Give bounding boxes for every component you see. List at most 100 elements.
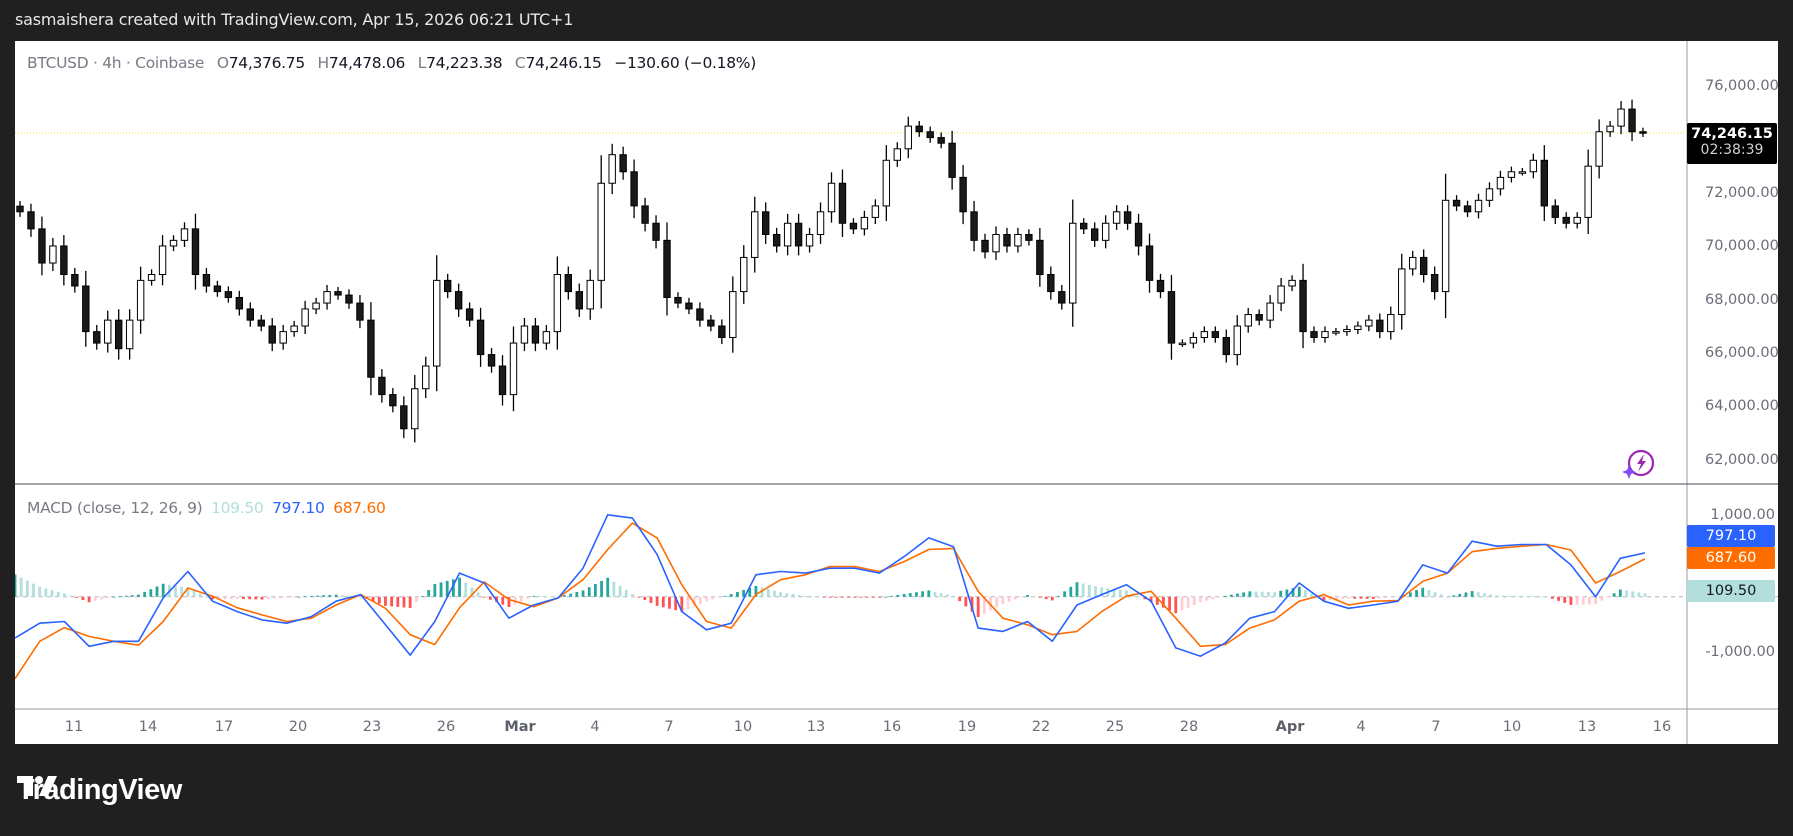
histogram-bar (1094, 586, 1097, 597)
candle-up-body (301, 308, 309, 327)
histogram-bar (643, 596, 647, 600)
chart-canvas[interactable] (15, 41, 1778, 744)
candle-up-body (860, 216, 869, 230)
histogram-bar (248, 596, 252, 600)
candle-up-body (1288, 279, 1296, 287)
histogram-bar (1538, 596, 1542, 598)
histogram-bar (1236, 593, 1239, 597)
candle-down-body (487, 354, 496, 367)
candle-down-body (1058, 291, 1066, 304)
histogram-bar (211, 596, 214, 600)
histogram-bar (272, 596, 276, 599)
histogram-bar (1137, 596, 1141, 598)
histogram-bar (563, 595, 566, 597)
candle (1101, 215, 1110, 249)
candle-down-body (641, 205, 649, 224)
candle-down-body (1639, 131, 1647, 134)
candle-up-body (1573, 216, 1581, 224)
time-tick-label: 28 (1179, 719, 1199, 735)
histogram-bar (1544, 596, 1548, 598)
histogram-bar (575, 592, 579, 597)
candle-up-body (1354, 325, 1362, 330)
candle (729, 276, 737, 353)
change-value: −130.60 (−0.18%) (614, 54, 756, 72)
candle-up-body (827, 182, 836, 213)
candle (1112, 205, 1121, 230)
histogram-bar (1112, 588, 1116, 597)
macd-title[interactable]: MACD (close, 12, 26, 9) (27, 499, 203, 517)
candle-down-body (246, 308, 254, 321)
candle-down-body (630, 171, 638, 207)
histogram-bar (970, 596, 974, 612)
histogram-bar (803, 595, 807, 597)
histogram-bar (93, 596, 97, 601)
histogram-bar (458, 577, 461, 597)
candle (959, 165, 967, 225)
histogram-bar (532, 595, 536, 597)
histogram-bar (1211, 596, 1215, 600)
candle-up-body (1069, 222, 1077, 304)
histogram-bar (15, 574, 17, 597)
symbol-legend: BTCUSD · 4h · Coinbase O74,376.75 H74,47… (27, 54, 756, 72)
candle (827, 172, 836, 223)
candle (1123, 205, 1132, 230)
histogram-bar (50, 590, 54, 597)
histogram-bar (1186, 596, 1190, 608)
candle-down-body (345, 294, 353, 304)
histogram-bar (223, 596, 227, 600)
candle (597, 155, 605, 309)
candle-down-body (1167, 291, 1176, 344)
histogram-bar (427, 590, 431, 597)
histogram-bar (1217, 596, 1221, 598)
histogram-bar (1483, 593, 1486, 597)
histogram-bar (192, 590, 196, 597)
chart-panel[interactable]: BTCUSD · 4h · Coinbase O74,376.75 H74,47… (15, 41, 1779, 744)
histogram-bar (1199, 596, 1202, 603)
lightning-circle-icon[interactable] (1622, 448, 1656, 480)
histogram-bar (118, 596, 122, 598)
histogram-bar (19, 577, 23, 597)
histogram-bar (877, 596, 881, 598)
histogram-bar (698, 596, 702, 604)
histogram-bar (945, 594, 949, 597)
candle (772, 227, 781, 253)
histogram-bar (982, 596, 986, 614)
candle-up-body (422, 365, 430, 390)
histogram-bar (303, 596, 307, 598)
candle-up-body (136, 279, 145, 321)
candle (224, 286, 233, 303)
histogram-bar (390, 596, 394, 607)
candle-up-body (893, 148, 901, 161)
candle (1211, 326, 1220, 343)
candle-down-body (1211, 331, 1220, 338)
candle (487, 347, 496, 373)
candle-down-body (937, 137, 945, 144)
candle (301, 300, 309, 335)
candle (1058, 284, 1066, 310)
candle (992, 226, 1000, 260)
candle (1518, 168, 1527, 176)
histogram-bar (371, 596, 375, 602)
price-tick-label: 64,000.00 (1705, 398, 1779, 415)
symbol-label[interactable]: BTCUSD · 4h · Coinbase (27, 54, 205, 72)
histogram-bar (964, 596, 968, 607)
candle-up-body (729, 291, 737, 338)
candle-up-body (1507, 171, 1516, 178)
bar-countdown: 02:38:39 (1700, 142, 1764, 158)
candle-up-body (1101, 222, 1110, 241)
low-label: L (417, 54, 427, 72)
histogram-bar (1470, 591, 1474, 597)
candle (147, 269, 156, 286)
candle-down-body (38, 228, 46, 264)
histogram-bar (637, 596, 640, 598)
histogram-bar (884, 596, 887, 598)
histogram-bar (890, 595, 894, 597)
candle (378, 369, 386, 403)
histogram-bar (1637, 592, 1641, 597)
candle (1299, 263, 1307, 349)
candle-up-body (1617, 108, 1625, 127)
histogram-bar (550, 596, 554, 598)
macd-signal-value: 687.60 (333, 499, 386, 517)
histogram-bar (717, 596, 721, 598)
candle-down-body (1419, 256, 1428, 276)
